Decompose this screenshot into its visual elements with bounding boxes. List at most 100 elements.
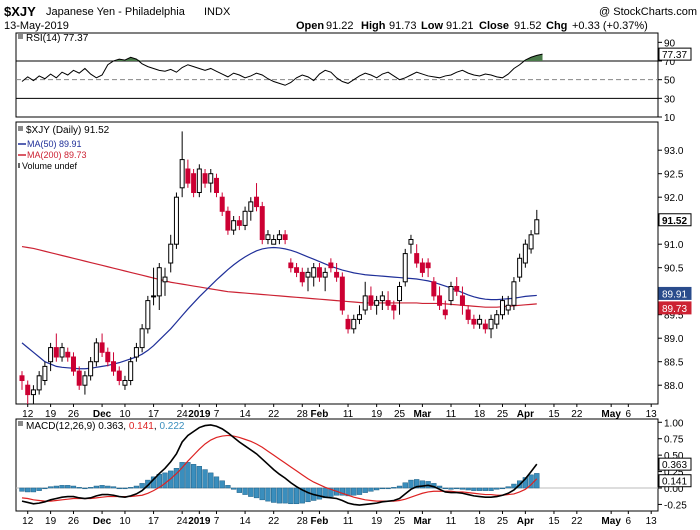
macd-histogram-bar <box>173 468 180 489</box>
macd-layer: 1.00 0.75 0.50 0.25 0.00 -0.25 0.363 0.141 <box>16 418 692 511</box>
macd-histogram-bar <box>253 487 260 499</box>
price-x-label: 17 <box>148 409 160 420</box>
macd-histogram-bar <box>99 485 105 489</box>
macd-histogram-bar <box>345 487 351 497</box>
open-value: 91.22 <box>326 20 354 32</box>
macd-tick-label: 1.00 <box>664 418 684 429</box>
macd-histogram-bar <box>408 479 414 489</box>
macd-histogram-bar <box>465 487 471 491</box>
macd-x-label: 6 <box>626 516 632 527</box>
candle-down <box>259 206 265 241</box>
candle-up <box>248 201 254 212</box>
candle-up <box>517 257 523 278</box>
candle-up <box>488 318 494 330</box>
macd-tick-label: 0.25 <box>664 468 684 479</box>
price-x-label: 18 <box>474 409 486 420</box>
candle-up <box>151 295 157 298</box>
macd-histogram-bar <box>362 487 368 493</box>
x-axis-labels: 12 19 26 Dec 10 17 24 2019 7 14 22 28 Feb 11 19 25 Mar 11… <box>22 404 657 527</box>
candle-up <box>139 328 145 349</box>
candle-up <box>208 173 214 184</box>
macd-histogram-bar <box>225 485 231 489</box>
candle-up <box>356 314 362 320</box>
candle-up <box>82 375 88 386</box>
candle-down <box>465 309 471 320</box>
price-x-label: 22 <box>268 409 280 420</box>
macd-histogram-bar <box>116 487 122 490</box>
macd-x-label: 22 <box>571 516 583 527</box>
price-tick-label: 90.5 <box>664 264 684 275</box>
macd-legend-value: 0.363 <box>98 421 123 432</box>
candle-down <box>25 384 31 396</box>
candle-down <box>425 262 431 269</box>
macd-tick-label: 0.75 <box>664 435 684 446</box>
macd-x-label: 17 <box>148 516 160 527</box>
macd-histogram-bar <box>105 485 111 489</box>
candle-down <box>368 295 374 306</box>
price-tick-label: 88.0 <box>664 381 684 392</box>
candle-down <box>454 286 460 292</box>
price-x-label: Apr <box>517 409 534 420</box>
macd-last-tag <box>658 457 692 471</box>
rsi-panel <box>15 32 659 118</box>
candle-up <box>231 220 237 231</box>
price-legend: $XJY (Daily) 91.52 <box>26 125 110 136</box>
candle-up <box>522 243 528 264</box>
price-tick-label: 89.0 <box>664 334 684 345</box>
macd-histogram-bar <box>328 487 334 497</box>
macd-histogram-bar <box>162 472 168 489</box>
candle-down <box>105 351 111 363</box>
macd-histogram-bar <box>494 487 500 490</box>
macd-histogram-bar <box>47 486 54 489</box>
macd-legend-signal: 0.141 <box>129 421 154 432</box>
macd-x-label: 26 <box>68 516 80 527</box>
macd-histogram-bar <box>351 487 357 496</box>
price-x-label: Feb <box>311 409 329 420</box>
macd-histogram-bar <box>293 487 300 505</box>
macd-histogram-bar <box>511 483 517 489</box>
candle-down <box>111 361 117 372</box>
macd-histogram-bar <box>190 464 197 489</box>
macd-last-value: 0.363 <box>662 460 687 471</box>
macd-tick-label: 0.00 <box>664 484 684 495</box>
price-tick-label: 92.5 <box>664 170 684 181</box>
rsi-layer: 90 70 50 30 10 77.37 <box>16 38 692 124</box>
candle-down <box>391 304 397 311</box>
candle-down <box>185 168 191 184</box>
macd-tick-label: -0.25 <box>664 500 687 511</box>
macd-x-label: Mar <box>414 516 432 527</box>
rsi-last-tag <box>658 47 692 61</box>
candle-up <box>505 304 511 311</box>
macd-legend-prefix: MACD(12,26,9) <box>26 421 95 432</box>
symbol-label: $XJY <box>4 4 36 19</box>
candle-down <box>99 342 105 353</box>
candle-down <box>219 196 225 212</box>
candle-down <box>316 267 322 278</box>
candle-up <box>196 168 202 193</box>
price-tick-label: 91.0 <box>664 240 684 251</box>
volume-legend: Volume undef <box>22 161 78 171</box>
close-last-value: 91.52 <box>662 216 687 227</box>
candle-down <box>442 309 448 316</box>
macd-histogram-bar <box>139 483 145 489</box>
macd-x-label: Dec <box>93 516 112 527</box>
ma50-last-tag <box>658 286 692 300</box>
macd-x-label: 14 <box>240 516 252 527</box>
low-label: Low <box>421 20 443 32</box>
candle-up <box>36 375 42 391</box>
candle-down <box>282 234 288 241</box>
candle-up <box>305 271 311 278</box>
macd-histogram-bar <box>414 479 420 489</box>
macd-histogram-bar <box>282 487 288 504</box>
price-x-label: 6 <box>626 409 632 420</box>
candle-down <box>202 173 208 184</box>
candle-up <box>145 300 151 330</box>
macd-histogram-bar <box>276 487 283 504</box>
macd-histogram-bar <box>288 487 294 505</box>
macd-x-label: 2019 <box>188 516 211 527</box>
macd-histogram-bar <box>488 487 494 491</box>
price-x-label: 25 <box>394 409 406 420</box>
candle-down <box>53 347 59 358</box>
candle-up <box>534 219 540 235</box>
candle-down <box>482 323 488 330</box>
